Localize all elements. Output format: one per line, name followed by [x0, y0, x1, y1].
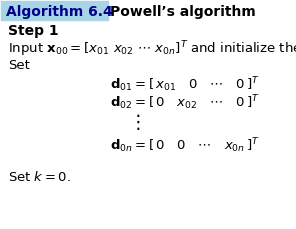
Text: $\vdots$: $\vdots$ [128, 112, 140, 133]
Text: Step 1: Step 1 [8, 25, 59, 38]
Text: $\mathbf{d}_{01} = [\,x_{01}\quad 0\quad \cdots\quad 0\,]^T$: $\mathbf{d}_{01} = [\,x_{01}\quad 0\quad… [110, 76, 260, 94]
Text: Input $\mathbf{x}_{00} = [x_{01}\ x_{02}\ \cdots\ x_{0n}]^T$ and initialize the: Input $\mathbf{x}_{00} = [x_{01}\ x_{02}… [8, 39, 296, 59]
Text: $\mathbf{d}_{02} = [\,0\quad x_{02}\quad \cdots\quad 0\,]^T$: $\mathbf{d}_{02} = [\,0\quad x_{02}\quad… [110, 93, 260, 112]
Text: Set $k = 0$.: Set $k = 0$. [8, 170, 71, 184]
Text: $\mathbf{d}_{0n} = [\,0\quad 0\quad \cdots\quad x_{0n}\,]^T$: $\mathbf{d}_{0n} = [\,0\quad 0\quad \cdo… [110, 136, 260, 155]
Text: Algorithm 6.4: Algorithm 6.4 [6, 5, 112, 19]
Text: Set: Set [8, 59, 30, 72]
FancyBboxPatch shape [1, 0, 108, 20]
Text: Powell’s algorithm: Powell’s algorithm [110, 5, 256, 19]
